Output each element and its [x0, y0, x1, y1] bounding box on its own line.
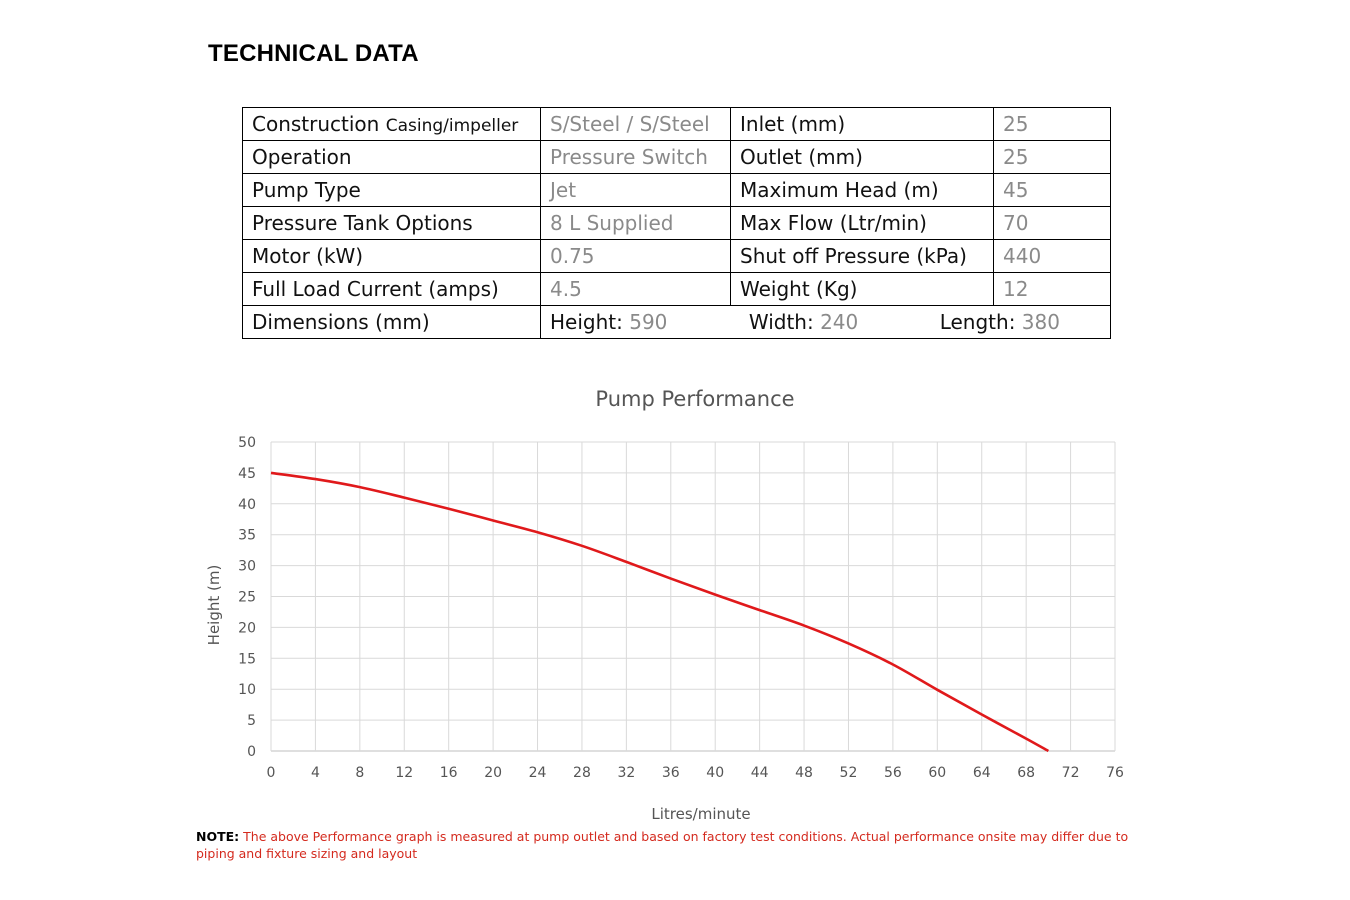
chart-grid	[270, 441, 1116, 752]
spec-label: Maximum Head (m)	[730, 173, 994, 207]
table-row: Pump Type Jet Maximum Head (m) 45	[242, 173, 1111, 207]
chart-series	[270, 471, 1050, 753]
y-tick-label: 10	[238, 682, 256, 698]
spec-value: 4.5	[540, 272, 731, 306]
spec-value: Pressure Switch	[540, 140, 731, 174]
x-tick-label: 4	[311, 765, 320, 781]
performance-curve	[270, 471, 1050, 753]
x-tick-label: 36	[662, 765, 680, 781]
x-tick-label: 12	[395, 765, 413, 781]
y-tick-label: 25	[238, 590, 256, 606]
chart-title: Pump Performance	[595, 387, 795, 411]
table-row: Dimensions (mm) Height: 590 Width: 240 L…	[242, 305, 1111, 339]
x-axis-label: Litres/minute	[651, 805, 750, 823]
page-heading: TECHNICAL DATA	[208, 40, 419, 67]
spec-label: Shut off Pressure (kPa)	[730, 239, 994, 273]
table-row: Pressure Tank Options 8 L Supplied Max F…	[242, 206, 1111, 240]
spec-value: 25	[993, 140, 1111, 174]
y-tick-label: 20	[238, 620, 256, 636]
y-axis-label: Height (m)	[205, 565, 223, 646]
dimension-width: Width: 240	[748, 310, 859, 334]
x-tick-label: 24	[529, 765, 547, 781]
spec-value: 0.75	[540, 239, 731, 273]
performance-note: NOTE: The above Performance graph is mea…	[196, 829, 1129, 861]
x-tick-label: 20	[484, 765, 502, 781]
y-tick-label: 45	[238, 466, 256, 482]
spec-label: Motor (kW)	[242, 239, 541, 273]
x-tick-label: 52	[840, 765, 858, 781]
x-tick-label: 40	[706, 765, 724, 781]
table-row: Motor (kW) 0.75 Shut off Pressure (kPa) …	[242, 239, 1111, 273]
spec-label: Weight (Kg)	[730, 272, 994, 306]
spec-value: 25	[993, 107, 1111, 141]
spec-value: 8 L Supplied	[540, 206, 731, 240]
x-tick-label: 68	[1017, 765, 1035, 781]
table-row: Full Load Current (amps) 4.5 Weight (Kg)…	[242, 272, 1111, 306]
x-tick-label: 0	[267, 765, 276, 781]
spec-value: Jet	[540, 173, 731, 207]
x-tick-label: 72	[1062, 765, 1080, 781]
x-tick-label: 56	[884, 765, 902, 781]
y-tick-label: 30	[238, 559, 256, 575]
dimensions-cell: Height: 590 Width: 240 Length: 380	[540, 305, 1111, 339]
spec-value: 45	[993, 173, 1111, 207]
y-tick-label: 50	[238, 435, 256, 451]
x-tick-label: 44	[751, 765, 769, 781]
spec-value: 440	[993, 239, 1111, 273]
dimension-height: Height: 590	[550, 310, 668, 334]
spec-label: Construction Casing/impeller	[242, 107, 541, 141]
y-tick-label: 15	[238, 651, 256, 667]
y-tick-label: 5	[247, 713, 256, 729]
table-row: Operation Pressure Switch Outlet (mm) 25	[242, 140, 1111, 174]
x-tick-label: 16	[440, 765, 458, 781]
spec-label: Dimensions (mm)	[242, 305, 541, 339]
x-tick-label: 60	[928, 765, 946, 781]
spec-value: 70	[993, 206, 1111, 240]
x-tick-label: 48	[795, 765, 813, 781]
x-tick-label: 76	[1106, 765, 1124, 781]
spec-label: Full Load Current (amps)	[242, 272, 541, 306]
table-row: Construction Casing/impeller S/Steel / S…	[242, 107, 1111, 141]
y-tick-label: 35	[238, 528, 256, 544]
x-tick-label: 64	[973, 765, 991, 781]
x-tick-label: 32	[617, 765, 635, 781]
spec-label: Operation	[242, 140, 541, 174]
y-tick-label: 0	[247, 744, 256, 760]
x-tick-label: 8	[355, 765, 364, 781]
dimension-length: Length: 380	[939, 310, 1060, 334]
y-tick-label: 40	[238, 497, 256, 513]
technical-data-table: Construction Casing/impeller S/Steel / S…	[242, 107, 1111, 339]
x-tick-label: 28	[573, 765, 591, 781]
